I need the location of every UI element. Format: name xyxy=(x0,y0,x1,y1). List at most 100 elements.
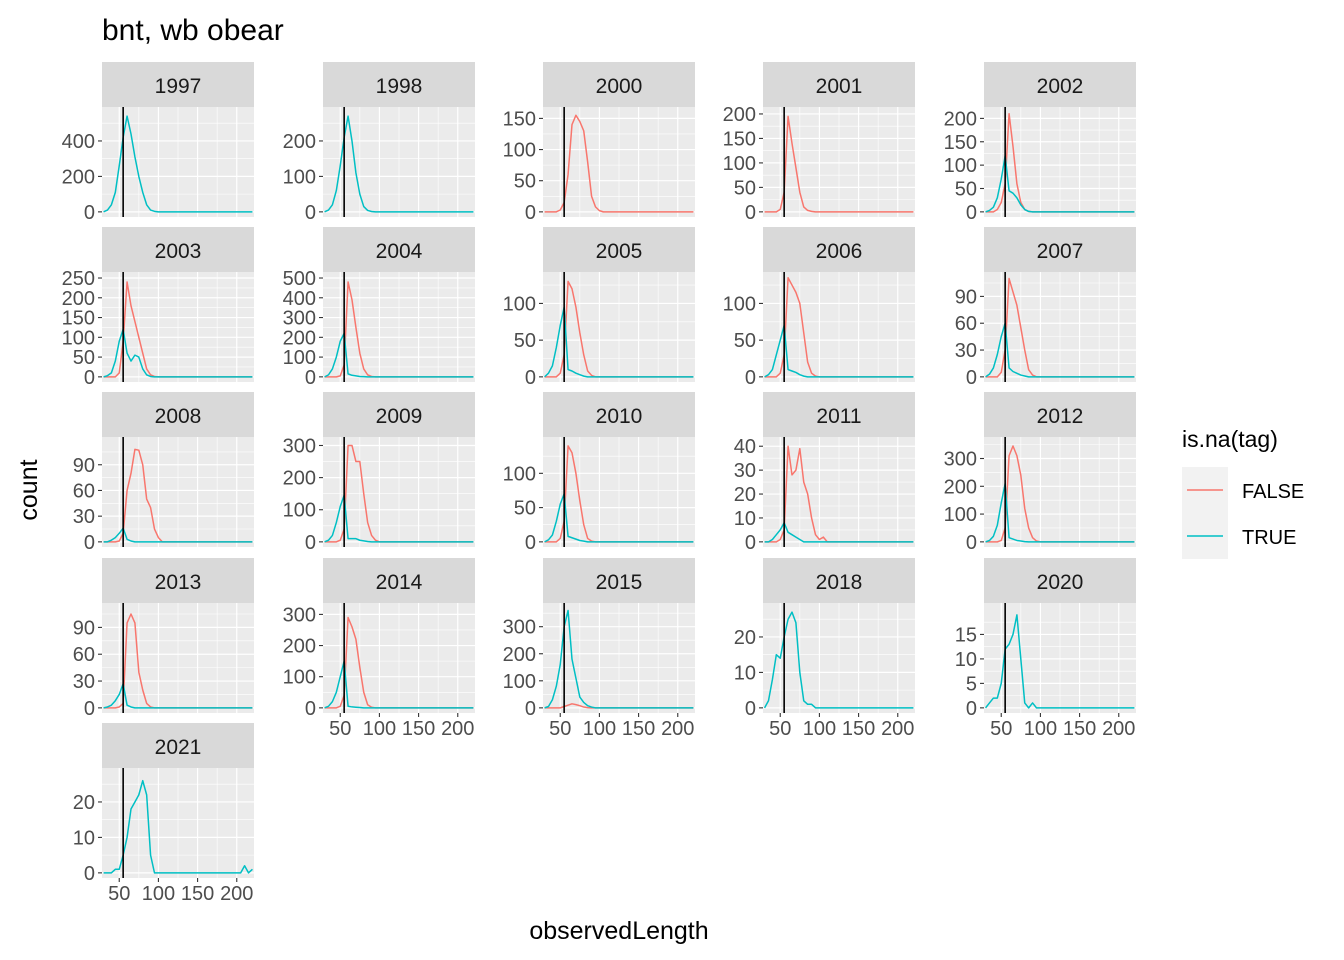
x-tick-label: 150 xyxy=(402,718,435,740)
x-tick-label: 200 xyxy=(441,718,474,740)
series-line-true xyxy=(103,115,253,213)
facet-strip xyxy=(763,558,915,603)
facet-strip xyxy=(984,227,1136,272)
series-line-true xyxy=(103,779,253,874)
y-tick-label: 300 xyxy=(283,435,316,457)
y-tick-label: 0 xyxy=(966,532,977,554)
y-tick-label: 200 xyxy=(283,468,316,490)
y-tick-label: 20 xyxy=(734,627,756,649)
y-tick-label: 200 xyxy=(944,108,977,130)
series-line-true xyxy=(985,322,1135,378)
x-tick-label: 100 xyxy=(1024,718,1057,740)
y-tick-label: 200 xyxy=(503,644,536,666)
facet-strip-label: 2018 xyxy=(816,571,863,594)
y-tick-label: 0 xyxy=(745,532,756,554)
series-line-true xyxy=(764,521,914,543)
facet-strip-label: 2007 xyxy=(1037,240,1084,263)
facet-strip xyxy=(984,392,1136,437)
facet-strip xyxy=(543,558,695,603)
y-tick-label: 60 xyxy=(73,644,95,666)
facet-strip-label: 2012 xyxy=(1037,405,1084,428)
facet-strip xyxy=(543,227,695,272)
y-tick-label: 90 xyxy=(955,286,977,308)
y-tick-label: 200 xyxy=(944,476,977,498)
series-line-true xyxy=(764,324,914,378)
x-tick-label: 150 xyxy=(181,883,214,905)
y-tick-label: 100 xyxy=(944,155,977,177)
y-tick-label: 200 xyxy=(62,288,95,310)
x-tick-label: 100 xyxy=(363,718,396,740)
facet-strip-label: 2010 xyxy=(596,405,643,428)
y-tick-label: 0 xyxy=(525,532,536,554)
y-tick-label: 400 xyxy=(283,288,316,310)
facet-strip-label: 2003 xyxy=(155,240,202,263)
facet-panel-2008: 2008 0 30 60 90 xyxy=(73,392,254,554)
facet-strip-label: 2004 xyxy=(376,240,423,263)
y-tick-label: 50 xyxy=(514,330,536,352)
facet-strip-label: 2013 xyxy=(155,571,202,594)
y-tick-label: 100 xyxy=(944,504,977,526)
y-tick-label: 100 xyxy=(62,327,95,349)
y-tick-label: 30 xyxy=(734,460,756,482)
facet-panel-2005: 2005 0 50 100 xyxy=(503,227,695,389)
y-tick-label: 50 xyxy=(73,347,95,369)
y-tick-label: 50 xyxy=(734,177,756,199)
y-tick-label: 30 xyxy=(73,671,95,693)
y-tick-label: 0 xyxy=(745,202,756,224)
y-tick-label: 0 xyxy=(84,367,95,389)
facet-strip-label: 2020 xyxy=(1037,571,1084,594)
facet-strip-label: 1998 xyxy=(376,75,423,98)
y-tick-label: 60 xyxy=(73,480,95,502)
facet-strip xyxy=(984,62,1136,107)
facet-panel-2009: 2009 0 100 200 300 xyxy=(283,392,475,554)
series-line-true xyxy=(544,493,694,543)
facet-strip-label: 2005 xyxy=(596,240,643,263)
facet-strip-label: 2002 xyxy=(1037,75,1084,98)
x-tick-label: 100 xyxy=(803,718,836,740)
facet-strip xyxy=(323,227,475,272)
y-tick-label: 150 xyxy=(723,128,756,150)
y-tick-label: 20 xyxy=(734,484,756,506)
y-tick-label: 100 xyxy=(503,293,536,315)
y-tick-label: 200 xyxy=(62,166,95,188)
y-tick-label: 100 xyxy=(503,463,536,485)
y-tick-label: 100 xyxy=(503,671,536,693)
y-tick-label: 15 xyxy=(955,624,977,646)
y-tick-label: 0 xyxy=(84,698,95,720)
facet-strip-label: 2014 xyxy=(376,571,423,594)
x-tick-label: 150 xyxy=(1063,718,1096,740)
facet-strip-label: 2006 xyxy=(816,240,863,263)
legend: is.na(tag) FALSE TRUE xyxy=(1182,426,1304,559)
y-tick-label: 300 xyxy=(944,449,977,471)
facet-panel-1998: 1998 0 100 200 xyxy=(283,62,475,224)
y-tick-label: 10 xyxy=(73,827,95,849)
y-tick-label: 100 xyxy=(723,153,756,175)
series-line-true xyxy=(763,611,914,709)
y-tick-label: 90 xyxy=(73,617,95,639)
facet-strip xyxy=(323,558,475,603)
series-line-true xyxy=(544,306,694,378)
y-tick-label: 0 xyxy=(84,532,95,554)
series-line-true xyxy=(324,332,474,378)
x-tick-label: 50 xyxy=(108,883,130,905)
y-tick-label: 150 xyxy=(944,132,977,154)
legend-label-false: FALSE xyxy=(1242,481,1304,503)
y-tick-label: 50 xyxy=(955,178,977,200)
facet-strip xyxy=(102,62,254,107)
x-tick-label: 50 xyxy=(549,718,571,740)
x-tick-label: 50 xyxy=(329,718,351,740)
y-tick-label: 150 xyxy=(62,308,95,330)
x-tick-label: 50 xyxy=(990,718,1012,740)
y-tick-label: 60 xyxy=(955,313,977,335)
y-tick-label: 500 xyxy=(283,268,316,290)
y-tick-label: 30 xyxy=(955,340,977,362)
y-tick-label: 40 xyxy=(734,436,756,458)
x-tick-label: 200 xyxy=(1102,718,1135,740)
x-tick-label: 200 xyxy=(881,718,914,740)
x-tick-label: 200 xyxy=(220,883,253,905)
facet-strip-label: 2008 xyxy=(155,405,202,428)
